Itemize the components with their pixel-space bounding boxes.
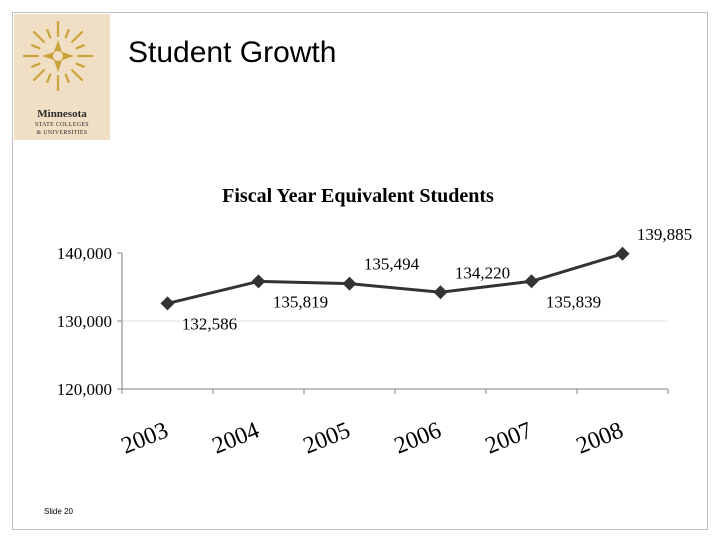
data-label: 135,494: [364, 255, 420, 274]
data-point-marker: [251, 274, 266, 289]
data-point-marker: [524, 274, 539, 289]
series-line: [167, 252, 623, 305]
star-burst-icon: [22, 20, 94, 92]
x-tick-label: 2004: [209, 417, 263, 459]
logo-text-line1: Minnesota: [37, 108, 87, 120]
data-point-marker: [160, 296, 175, 311]
chart-title: Fiscal Year Equivalent Students: [222, 185, 494, 207]
data-label: 139,885: [637, 225, 692, 244]
slide-title: Student Growth: [128, 36, 337, 69]
logo-text-line2: STATE COLLEGES: [35, 122, 89, 128]
data-label: 135,819: [273, 292, 328, 311]
x-tick-label: 2003: [118, 417, 172, 459]
y-tick-label: 140,000: [57, 244, 112, 263]
x-tick-label: 2008: [573, 417, 627, 459]
x-tick-label: 2007: [482, 417, 536, 459]
slide-number: Slide 20: [44, 507, 73, 516]
data-point-marker: [342, 276, 357, 291]
data-label: 135,839: [546, 292, 601, 311]
x-tick-label: 2005: [300, 417, 354, 459]
y-tick-label: 130,000: [57, 312, 112, 331]
data-label: 134,220: [455, 263, 510, 282]
logo: Minnesota STATE COLLEGES & UNIVERSITIES: [14, 14, 110, 140]
x-tick-label: 2006: [391, 417, 445, 459]
data-point-marker: [433, 285, 448, 300]
data-label: 132,586: [182, 314, 237, 333]
logo-text-line3: & UNIVERSITIES: [36, 130, 88, 136]
data-point-marker: [615, 246, 630, 261]
slide: [12, 12, 708, 530]
y-tick-label: 120,000: [57, 380, 112, 399]
